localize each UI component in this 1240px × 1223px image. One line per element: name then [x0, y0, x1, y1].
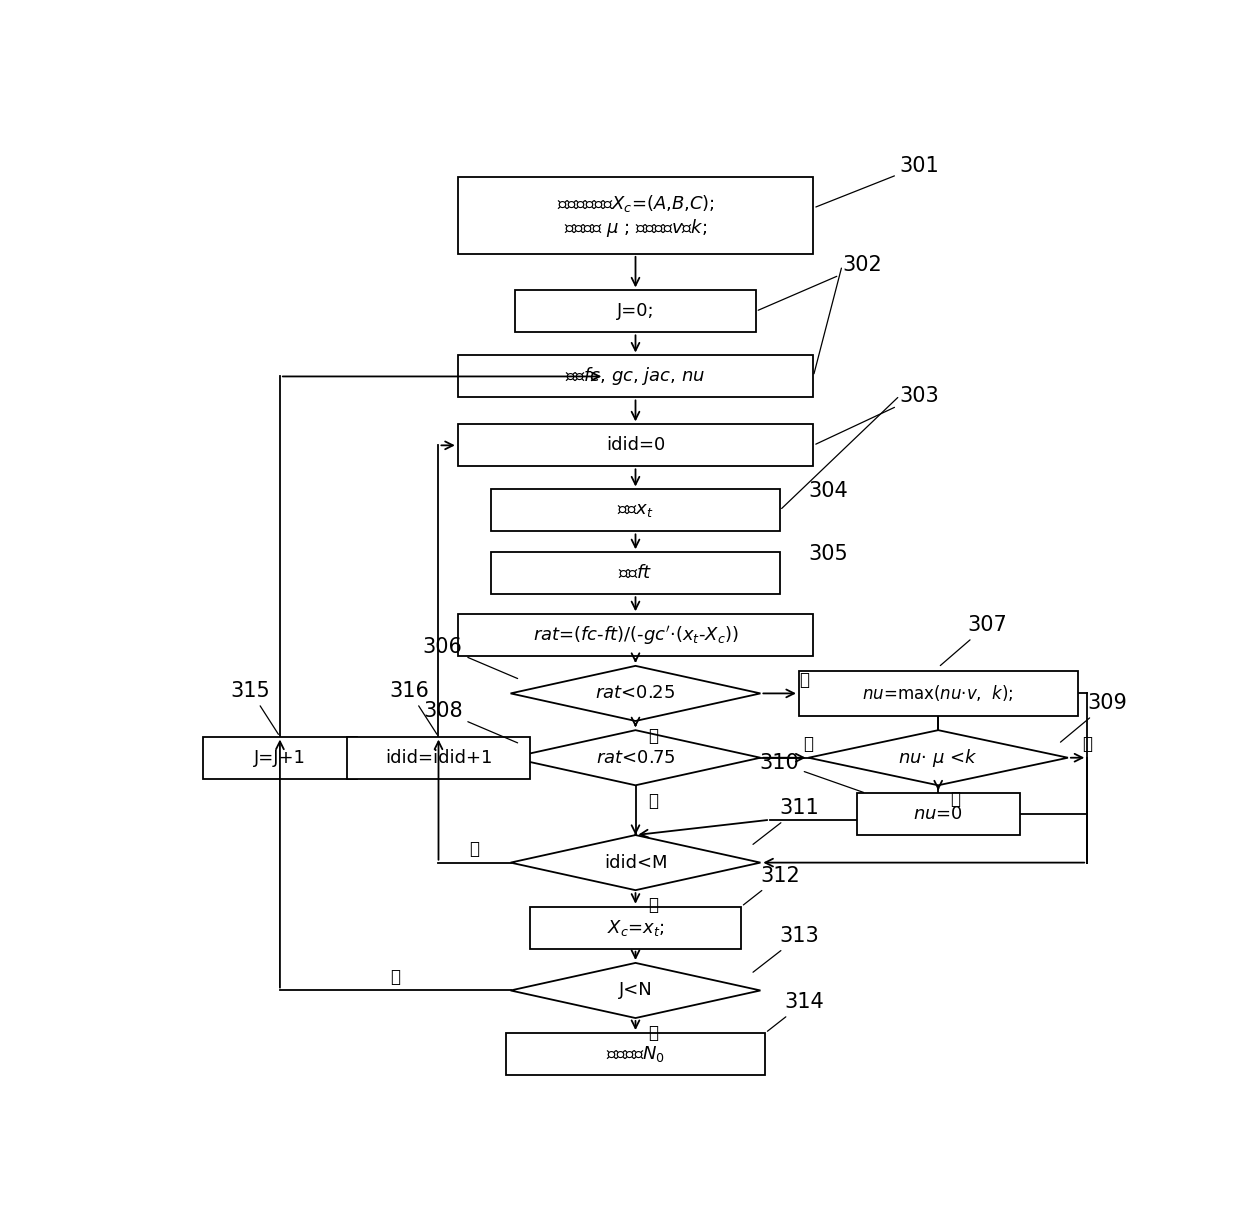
- Text: 316: 316: [389, 681, 436, 734]
- FancyBboxPatch shape: [516, 290, 755, 333]
- Text: 是: 是: [799, 670, 808, 689]
- Text: 309: 309: [1060, 693, 1127, 742]
- Text: 305: 305: [808, 544, 848, 564]
- Text: $nu$· $\mu$ <$k$: $nu$· $\mu$ <$k$: [899, 747, 978, 769]
- Text: 306: 306: [423, 637, 517, 679]
- Text: idid=0: idid=0: [606, 437, 665, 455]
- Text: 304: 304: [808, 482, 848, 501]
- Text: 314: 314: [768, 992, 825, 1031]
- Text: 308: 308: [423, 701, 517, 742]
- FancyBboxPatch shape: [529, 906, 742, 949]
- Text: 312: 312: [744, 866, 800, 905]
- Polygon shape: [511, 730, 760, 785]
- Text: $nu$=max($nu$·$v$,  $k$);: $nu$=max($nu$·$v$, $k$);: [862, 684, 1014, 703]
- Text: 否: 否: [647, 791, 657, 810]
- FancyBboxPatch shape: [458, 356, 813, 397]
- Text: 否: 否: [647, 728, 657, 745]
- Text: 是: 是: [470, 840, 480, 857]
- FancyBboxPatch shape: [203, 736, 357, 779]
- Text: 设置初始参数$X_c$=($A$,$B$,$C$);
阻尼因子 $\mu$ ; 缩放常数$v$，$k$;: 设置初始参数$X_c$=($A$,$B$,$C$); 阻尼因子 $\mu$ ; …: [557, 192, 714, 238]
- Text: 是: 是: [391, 967, 401, 986]
- FancyBboxPatch shape: [458, 177, 813, 254]
- Text: J=J+1: J=J+1: [254, 748, 306, 767]
- Text: idid=idid+1: idid=idid+1: [384, 748, 492, 767]
- Text: 计算$fc$, $gc$, $jac$, $nu$: 计算$fc$, $gc$, $jac$, $nu$: [565, 366, 706, 388]
- Text: 是: 是: [804, 735, 813, 753]
- Text: 302: 302: [758, 256, 882, 311]
- FancyBboxPatch shape: [857, 794, 1019, 835]
- Text: J=0;: J=0;: [616, 302, 655, 320]
- FancyBboxPatch shape: [799, 671, 1078, 715]
- Text: idid<M: idid<M: [604, 854, 667, 872]
- Text: 是: 是: [951, 790, 961, 808]
- Polygon shape: [511, 963, 760, 1018]
- Text: 311: 311: [753, 799, 820, 844]
- FancyBboxPatch shape: [506, 1033, 765, 1075]
- Text: J<N: J<N: [619, 982, 652, 999]
- FancyBboxPatch shape: [458, 614, 813, 657]
- Text: 否: 否: [1083, 735, 1092, 753]
- Text: 否: 否: [647, 1025, 657, 1042]
- Text: 313: 313: [753, 926, 820, 972]
- Text: $rat$=($fc$-$ft$)/(-$gc'$·($x_t$-$X_c$)): $rat$=($fc$-$ft$)/(-$gc'$·($x_t$-$X_c$)): [532, 624, 739, 647]
- FancyBboxPatch shape: [458, 424, 813, 466]
- Text: 315: 315: [231, 681, 279, 734]
- Text: 307: 307: [940, 615, 1007, 665]
- Text: $X_c$=$x_t$;: $X_c$=$x_t$;: [606, 917, 665, 938]
- Text: $rat$<0.25: $rat$<0.25: [595, 685, 676, 702]
- Text: 303: 303: [816, 385, 940, 444]
- FancyBboxPatch shape: [491, 552, 780, 594]
- FancyBboxPatch shape: [491, 489, 780, 532]
- Text: 310: 310: [759, 752, 863, 793]
- Text: 中心像元$N_0$: 中心像元$N_0$: [606, 1044, 665, 1064]
- Polygon shape: [808, 730, 1068, 785]
- FancyBboxPatch shape: [347, 736, 529, 779]
- Polygon shape: [511, 665, 760, 722]
- Text: 否: 否: [647, 896, 657, 915]
- Text: $rat$<0.75: $rat$<0.75: [595, 748, 676, 767]
- Text: 计算$ft$: 计算$ft$: [619, 564, 652, 582]
- Polygon shape: [511, 835, 760, 890]
- Text: $nu$=0: $nu$=0: [913, 806, 963, 823]
- Text: 计算$x_t$: 计算$x_t$: [618, 501, 653, 520]
- Text: 301: 301: [816, 155, 940, 207]
